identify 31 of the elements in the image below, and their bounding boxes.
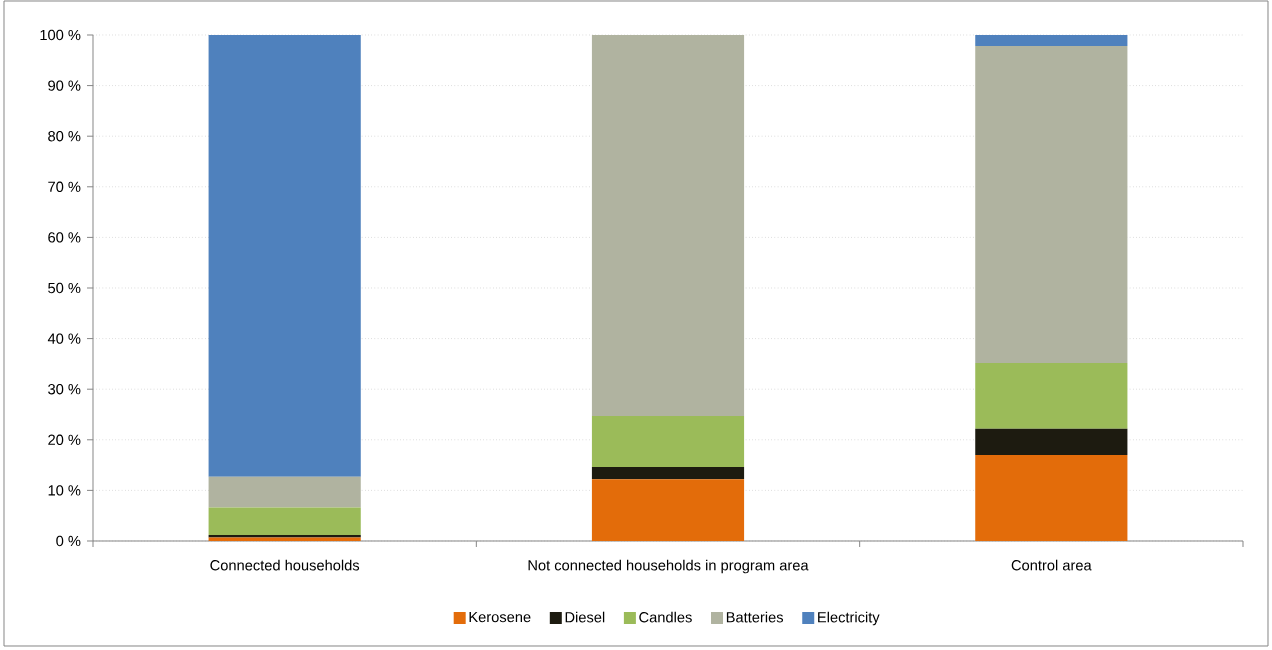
bar	[208, 507, 361, 535]
y-tick-label: 90 %	[48, 80, 81, 91]
bar	[208, 34, 361, 477]
legend-label: Kerosene	[469, 611, 531, 623]
y-tick-label: 70 %	[48, 181, 81, 192]
bar	[975, 454, 1128, 541]
bar	[975, 46, 1128, 363]
legend-label: Batteries	[726, 611, 784, 623]
bar	[975, 428, 1128, 455]
legend-label: Candles	[639, 611, 692, 623]
bar	[975, 362, 1128, 429]
bar	[591, 467, 745, 480]
x-tick-label: Control area	[1011, 559, 1092, 571]
bar	[208, 476, 361, 508]
x-tick-label: Not connected households in program area	[528, 559, 809, 574]
y-tick-label: 20 %	[48, 434, 81, 445]
y-tick-label: 30 %	[48, 384, 81, 395]
y-tick-label: 50 %	[48, 282, 81, 294]
legend-label: Diesel	[565, 611, 605, 623]
bar	[591, 416, 745, 468]
bar	[591, 34, 745, 417]
y-tick-label: 60 %	[48, 232, 81, 243]
legend-label: Electricity	[818, 611, 880, 626]
y-tick-label: 80 %	[48, 131, 81, 142]
y-tick-label: 10 %	[48, 485, 81, 496]
y-tick-label: 0 %	[56, 535, 81, 547]
x-tick-label: Connected households	[210, 559, 360, 571]
bar	[975, 34, 1128, 47]
bar	[591, 479, 745, 541]
y-tick-label: 100 %	[40, 29, 81, 41]
y-tick-label: 40 %	[47, 333, 81, 344]
